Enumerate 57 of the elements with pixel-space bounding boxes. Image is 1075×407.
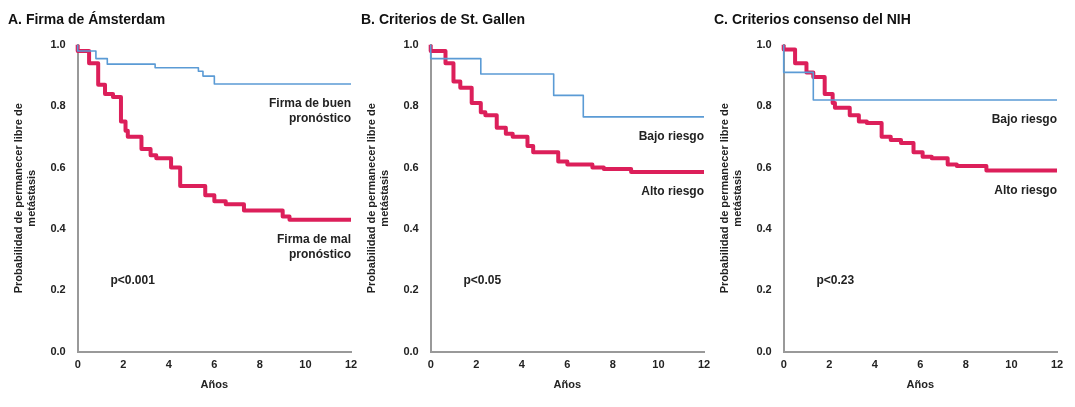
x-tick-label: 10 xyxy=(652,358,665,371)
x-tick-label: 2 xyxy=(826,358,833,371)
x-axis-title: Años xyxy=(906,378,935,391)
x-tick-label: 12 xyxy=(344,358,358,371)
x-tick-label: 6 xyxy=(917,358,924,371)
x-tick-label: 8 xyxy=(609,358,616,371)
series-label: Firma de buen pronóstico xyxy=(268,96,351,126)
y-tick-label: 0.4 xyxy=(403,221,420,234)
y-tick-label: 0.6 xyxy=(403,160,419,173)
annotation: p<0.001 xyxy=(110,273,156,288)
x-tick-label: 0 xyxy=(780,358,787,371)
x-tick-label: 4 xyxy=(518,358,526,371)
x-axis-title: Años xyxy=(553,378,582,391)
y-tick-label: 0.0 xyxy=(50,344,66,357)
x-tick-label: 12 xyxy=(1050,358,1064,371)
series-label: Firma de mal pronóstico xyxy=(276,231,351,261)
y-tick-label: 0.8 xyxy=(756,99,772,112)
series-label: Alto riesgo xyxy=(641,184,704,199)
y-tick-label: 0.0 xyxy=(403,344,419,357)
y-tick-label: 0.8 xyxy=(50,99,66,112)
chart-title: C. Criterios consenso del NIH xyxy=(714,11,911,28)
x-tick-label: 6 xyxy=(564,358,571,371)
series-label: Alto riesgo xyxy=(994,182,1057,197)
x-tick-label: 10 xyxy=(299,358,312,371)
y-tick-label: 0.2 xyxy=(403,283,419,296)
y-axis-title: Probabilidad de permanecer libre de metástasis xyxy=(11,103,37,294)
x-tick-label: 0 xyxy=(427,358,434,371)
x-axis-title: Años xyxy=(200,378,229,391)
series-label: Bajo riesgo xyxy=(991,112,1057,127)
annotation: p<0.05 xyxy=(463,273,502,288)
y-tick-label: 0.2 xyxy=(50,283,66,296)
x-tick-label: 2 xyxy=(120,358,127,371)
y-tick-label: 1.0 xyxy=(50,37,66,50)
x-tick-label: 0 xyxy=(74,358,81,371)
chart-title: A. Firma de Ámsterdam xyxy=(8,11,166,28)
y-tick-label: 1.0 xyxy=(403,37,419,50)
series-label: Bajo riesgo xyxy=(638,129,704,144)
y-axis-title: Probabilidad de permanecer libre de metástasis xyxy=(717,103,743,294)
x-tick-label: 4 xyxy=(871,358,879,371)
x-tick-label: 8 xyxy=(962,358,969,371)
x-tick-label: 8 xyxy=(256,358,263,371)
y-tick-label: 0.8 xyxy=(403,99,419,112)
x-tick-label: 4 xyxy=(165,358,173,371)
x-tick-label: 6 xyxy=(211,358,218,371)
y-tick-label: 0.0 xyxy=(756,344,772,357)
y-tick-label: 0.4 xyxy=(756,221,773,234)
y-tick-label: 0.2 xyxy=(756,283,772,296)
y-tick-label: 0.6 xyxy=(756,160,772,173)
y-tick-label: 0.4 xyxy=(50,221,67,234)
x-tick-label: 2 xyxy=(473,358,480,371)
y-tick-label: 1.0 xyxy=(756,37,772,50)
annotation: p<0.23 xyxy=(816,273,855,288)
y-tick-label: 0.6 xyxy=(50,160,66,173)
x-tick-label: 12 xyxy=(697,358,711,371)
x-tick-label: 10 xyxy=(1005,358,1018,371)
chart-title: B. Criterios de St. Gallen xyxy=(361,11,526,28)
y-axis-title: Probabilidad de permanecer libre de metástasis xyxy=(364,103,390,294)
